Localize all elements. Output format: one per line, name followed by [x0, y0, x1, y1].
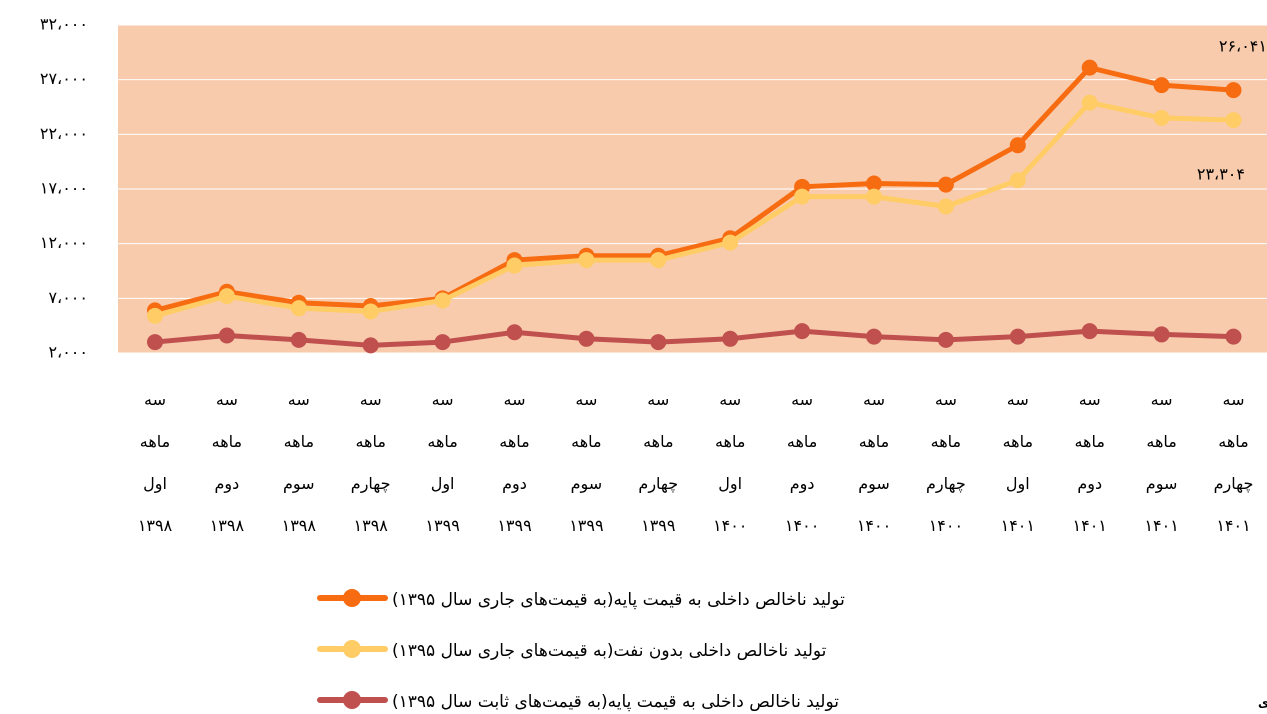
legend-marker — [343, 589, 361, 607]
data-point — [1225, 112, 1242, 129]
x-tick-label: سه ماهه چهارم ۱۳۹۸ — [351, 390, 391, 535]
series-line — [154, 100, 1234, 319]
data-point — [1153, 326, 1170, 343]
x-tick-label: سه ماهه دوم ۱۳۹۸ — [210, 390, 245, 535]
y-tick-label: ۳۲،۰۰۰ — [40, 15, 88, 34]
series-line — [154, 65, 1234, 313]
data-point — [1009, 172, 1026, 189]
data-point — [1225, 328, 1242, 345]
data-point — [794, 323, 811, 340]
data-point — [218, 288, 235, 305]
x-tick-label: سه ماهه سوم ۱۳۹۸ — [282, 390, 317, 535]
y-tick-label: ۱۷،۰۰۰ — [40, 179, 88, 198]
data-point — [866, 328, 882, 345]
data-point — [362, 303, 379, 320]
x-tick-label: سه ماهه سوم ۱۳۹۹ — [569, 390, 603, 535]
data-point — [650, 334, 667, 351]
data-point — [866, 175, 882, 192]
data-point — [937, 331, 954, 348]
data-point — [722, 234, 739, 251]
data-point — [937, 176, 954, 193]
x-tick-label: سه ماهه اول ۱۴۰۱ — [1001, 390, 1035, 535]
data-point — [1009, 328, 1026, 345]
x-tick-label: سه ماهه سوم ۱۴۰۰ — [857, 390, 891, 535]
x-tick-label: سه ماهه اول ۱۳۹۸ — [138, 390, 173, 535]
x-tick-label: سه ماهه چهارم ۱۳۹۹ — [638, 390, 678, 535]
data-point — [937, 198, 954, 215]
x-tick-label: سه ماهه سوم ۱۴۰۱ — [1144, 390, 1178, 535]
series-line — [154, 328, 1234, 348]
data-point — [1009, 137, 1026, 154]
data-point — [1225, 82, 1242, 99]
data-point — [218, 327, 235, 344]
x-tick-label: سه ماهه چهارم ۱۴۰۰ — [926, 390, 966, 535]
data-point — [434, 334, 451, 351]
x-tick-label: سه ماهه چهارم ۱۴۰۱ — [1214, 390, 1254, 535]
data-point — [362, 337, 379, 354]
data-point — [147, 334, 163, 351]
x-tick-label: سه ماهه دوم ۱۴۰۰ — [785, 390, 819, 535]
data-point — [650, 252, 667, 269]
y-tick-label: ۲،۰۰۰ — [48, 343, 88, 362]
data-point — [1081, 94, 1098, 111]
y-tick-label: ۷،۰۰۰ — [48, 288, 88, 307]
data-point — [506, 324, 523, 341]
data-point — [1153, 77, 1170, 94]
legend-marker — [343, 691, 361, 709]
data-point — [434, 292, 451, 309]
data-point — [578, 252, 595, 269]
data-label: ۲۶،۰۴۱ — [1219, 37, 1267, 56]
x-tick-label: سه ماهه دوم ۱۴۰۱ — [1073, 390, 1107, 535]
data-label: ۲۳،۳۰۴ — [1197, 165, 1245, 184]
data-point — [290, 300, 307, 317]
data-point — [1153, 109, 1170, 126]
source-note: منبع:بانک‌مرکزی — [1258, 696, 1267, 710]
x-tick-label: سه ماهه اول ۱۴۰۰ — [713, 390, 747, 535]
data-point — [866, 188, 882, 205]
legend-label: تولید ناخالص داخلی به قیمت پایه(به قیمت‌… — [392, 590, 845, 610]
data-point — [1081, 323, 1098, 340]
data-point — [1081, 59, 1098, 76]
y-tick-label: ۱۲،۰۰۰ — [40, 233, 88, 252]
x-tick-label: سه ماهه دوم ۱۳۹۹ — [497, 390, 531, 535]
legend-label: تولید ناخالص داخلی بدون نفت(به قیمت‌های … — [392, 641, 827, 661]
data-point — [506, 257, 523, 274]
x-tick-label: سه ماهه اول ۱۳۹۹ — [425, 390, 459, 535]
legend-label: تولید ناخالص داخلی به قیمت پایه(به قیمت‌… — [392, 692, 839, 712]
legend-marker — [343, 640, 361, 658]
y-tick-label: ۲۷،۰۰۰ — [40, 69, 88, 88]
y-tick-label: ۲۲،۰۰۰ — [40, 124, 88, 143]
data-point — [794, 188, 811, 205]
data-point — [147, 307, 163, 324]
data-point — [290, 331, 307, 348]
data-point — [722, 330, 739, 347]
data-point — [578, 330, 595, 347]
